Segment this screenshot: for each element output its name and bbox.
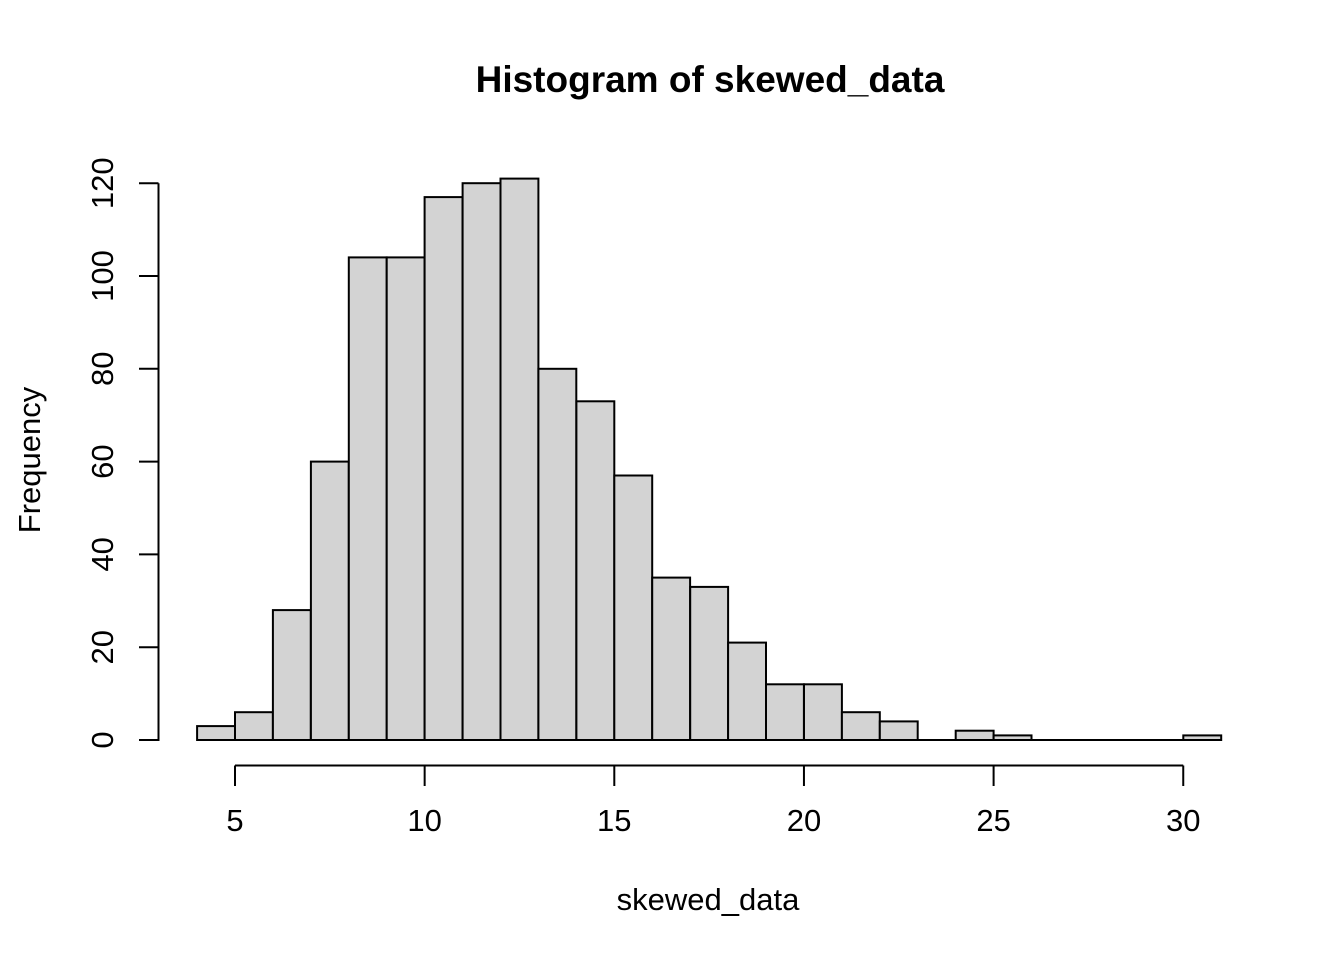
histogram-bar — [992, 734, 1033, 742]
x-axis-label: skewed_data — [617, 882, 800, 917]
y-axis: 0 20 40 60 80 100 120 — [85, 157, 160, 749]
histogram-bar — [309, 460, 350, 741]
histogram-bar — [803, 683, 843, 741]
y-axis-label: Frequency — [12, 386, 47, 533]
histogram-bar — [954, 729, 995, 742]
x-axis-tick-label: 5 — [226, 803, 243, 838]
histogram-bar — [651, 576, 692, 741]
histogram-bar — [423, 196, 464, 742]
histogram-bar — [271, 609, 312, 741]
x-axis-tick-label: 30 — [1166, 803, 1200, 838]
y-axis-tick-label: 120 — [85, 157, 120, 209]
y-axis-tick-label: 40 — [85, 537, 120, 571]
histogram-bar — [613, 474, 654, 741]
y-axis-tick-label: 80 — [85, 352, 120, 386]
x-axis-tick-label: 10 — [407, 803, 441, 838]
y-axis-tick-label: 20 — [85, 630, 120, 664]
x-axis: 5 10 15 20 25 30 — [226, 764, 1200, 838]
y-axis-tick-label: 0 — [85, 731, 120, 748]
histogram-bar — [878, 720, 919, 742]
histogram-bar — [234, 711, 274, 742]
chart-title: Histogram of skewed_data — [476, 59, 945, 100]
histogram-bar — [765, 683, 805, 741]
histogram-bar — [499, 177, 540, 742]
histogram-bar — [575, 400, 616, 741]
y-axis-tick-label: 60 — [85, 444, 120, 478]
histogram-bar — [537, 367, 578, 741]
histogram-bar — [689, 585, 730, 742]
histogram-bar — [347, 256, 388, 741]
y-axis-tick-label: 100 — [85, 250, 120, 302]
histogram-bar — [840, 711, 881, 742]
bars-group — [196, 177, 1223, 742]
x-axis-tick-label: 25 — [976, 803, 1010, 838]
x-axis-tick-label: 15 — [597, 803, 631, 838]
histogram-bar — [196, 725, 237, 741]
histogram-bar — [1182, 734, 1223, 742]
histogram-bar — [727, 641, 767, 741]
histogram-bar — [461, 182, 502, 741]
histogram-bar — [385, 256, 426, 741]
x-axis-tick-label: 20 — [787, 803, 821, 838]
